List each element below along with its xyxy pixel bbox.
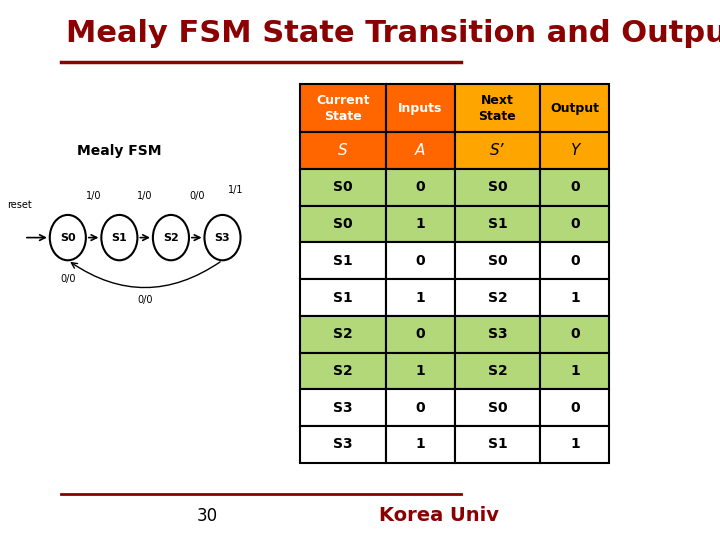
Text: 1: 1 xyxy=(415,364,425,378)
FancyBboxPatch shape xyxy=(386,426,454,463)
FancyBboxPatch shape xyxy=(541,426,609,463)
Text: Korea Univ: Korea Univ xyxy=(379,506,500,525)
Text: 0/0: 0/0 xyxy=(138,295,153,306)
FancyBboxPatch shape xyxy=(386,242,454,279)
FancyBboxPatch shape xyxy=(541,84,609,132)
FancyBboxPatch shape xyxy=(454,389,541,426)
FancyBboxPatch shape xyxy=(300,389,386,426)
Text: S1: S1 xyxy=(333,254,353,268)
Text: A: A xyxy=(415,143,426,158)
FancyBboxPatch shape xyxy=(386,353,454,389)
FancyBboxPatch shape xyxy=(386,316,454,353)
Text: Output: Output xyxy=(550,102,599,114)
FancyBboxPatch shape xyxy=(386,84,454,132)
FancyBboxPatch shape xyxy=(386,389,454,426)
FancyBboxPatch shape xyxy=(454,316,541,353)
Text: 0: 0 xyxy=(415,180,425,194)
FancyBboxPatch shape xyxy=(454,426,541,463)
Text: S1: S1 xyxy=(112,233,127,242)
FancyBboxPatch shape xyxy=(300,206,386,242)
Text: 0: 0 xyxy=(570,401,580,415)
FancyBboxPatch shape xyxy=(454,206,541,242)
Text: S3: S3 xyxy=(487,327,508,341)
FancyBboxPatch shape xyxy=(300,316,386,353)
FancyBboxPatch shape xyxy=(386,132,454,169)
FancyBboxPatch shape xyxy=(454,84,541,132)
FancyBboxPatch shape xyxy=(541,206,609,242)
FancyBboxPatch shape xyxy=(454,169,541,206)
FancyBboxPatch shape xyxy=(541,242,609,279)
Text: 1/0: 1/0 xyxy=(86,191,102,201)
Text: 1: 1 xyxy=(570,291,580,305)
Text: 0/0: 0/0 xyxy=(60,274,76,284)
Text: S3: S3 xyxy=(215,233,230,242)
Text: Inputs: Inputs xyxy=(398,102,442,114)
Text: 1: 1 xyxy=(570,364,580,378)
FancyBboxPatch shape xyxy=(386,279,454,316)
FancyBboxPatch shape xyxy=(541,353,609,389)
FancyBboxPatch shape xyxy=(300,426,386,463)
FancyBboxPatch shape xyxy=(541,169,609,206)
Circle shape xyxy=(50,215,86,260)
Text: S1: S1 xyxy=(487,437,508,451)
Text: 1: 1 xyxy=(415,217,425,231)
Text: Mealy FSM State Transition and Output Table: Mealy FSM State Transition and Output Ta… xyxy=(66,19,720,48)
FancyBboxPatch shape xyxy=(386,206,454,242)
Text: Next
State: Next State xyxy=(479,93,516,123)
Text: 0: 0 xyxy=(570,254,580,268)
Text: 1/1: 1/1 xyxy=(228,185,243,195)
Text: 1: 1 xyxy=(415,291,425,305)
FancyBboxPatch shape xyxy=(541,132,609,169)
Text: 0: 0 xyxy=(415,401,425,415)
FancyBboxPatch shape xyxy=(300,84,386,132)
Text: 1: 1 xyxy=(415,437,425,451)
Text: S2: S2 xyxy=(333,364,353,378)
Text: S: S xyxy=(338,143,348,158)
FancyBboxPatch shape xyxy=(541,389,609,426)
Text: S1: S1 xyxy=(487,217,508,231)
Text: S0: S0 xyxy=(333,180,353,194)
Text: S’: S’ xyxy=(490,143,505,158)
FancyBboxPatch shape xyxy=(300,132,386,169)
Text: 0: 0 xyxy=(570,327,580,341)
Text: 0: 0 xyxy=(570,180,580,194)
Text: 0: 0 xyxy=(415,254,425,268)
FancyBboxPatch shape xyxy=(300,169,386,206)
Text: S2: S2 xyxy=(333,327,353,341)
Text: 1/0: 1/0 xyxy=(138,191,153,201)
Text: S1: S1 xyxy=(333,291,353,305)
FancyBboxPatch shape xyxy=(300,242,386,279)
Text: 0: 0 xyxy=(415,327,425,341)
Text: S2: S2 xyxy=(487,291,508,305)
FancyBboxPatch shape xyxy=(454,242,541,279)
FancyBboxPatch shape xyxy=(454,353,541,389)
FancyBboxPatch shape xyxy=(300,279,386,316)
Text: S0: S0 xyxy=(60,233,76,242)
Text: S3: S3 xyxy=(333,401,353,415)
Text: S2: S2 xyxy=(487,364,508,378)
Text: Current
State: Current State xyxy=(316,93,369,123)
Text: S0: S0 xyxy=(487,401,508,415)
Text: 0: 0 xyxy=(570,217,580,231)
FancyBboxPatch shape xyxy=(386,169,454,206)
Text: S0: S0 xyxy=(333,217,353,231)
Circle shape xyxy=(204,215,240,260)
FancyBboxPatch shape xyxy=(541,316,609,353)
Text: S3: S3 xyxy=(333,437,353,451)
Circle shape xyxy=(153,215,189,260)
Text: reset: reset xyxy=(7,200,32,210)
Text: 0/0: 0/0 xyxy=(189,191,204,201)
Text: 1: 1 xyxy=(570,437,580,451)
Text: Mealy FSM: Mealy FSM xyxy=(77,144,161,158)
FancyBboxPatch shape xyxy=(454,132,541,169)
FancyBboxPatch shape xyxy=(454,279,541,316)
Text: 30: 30 xyxy=(197,507,218,525)
Text: S0: S0 xyxy=(487,180,508,194)
FancyBboxPatch shape xyxy=(541,279,609,316)
Text: S2: S2 xyxy=(163,233,179,242)
Text: Y: Y xyxy=(570,143,580,158)
Text: S0: S0 xyxy=(487,254,508,268)
Circle shape xyxy=(102,215,138,260)
FancyBboxPatch shape xyxy=(300,353,386,389)
